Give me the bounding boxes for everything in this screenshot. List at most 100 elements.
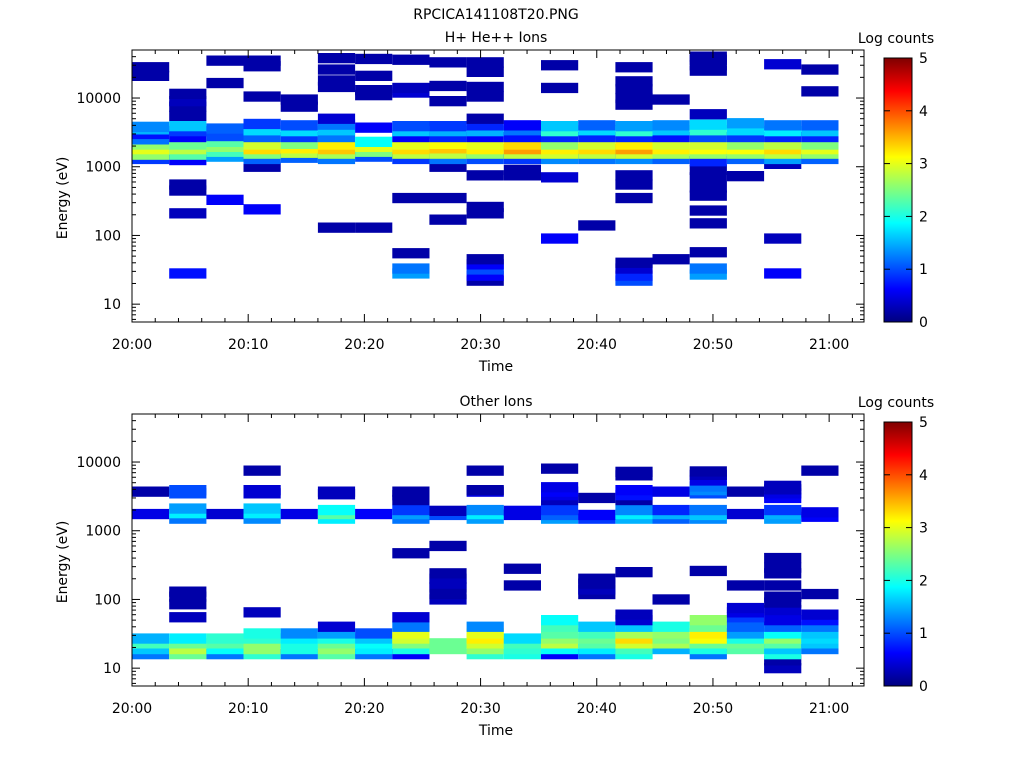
heatmap-cell [317, 621, 356, 632]
heatmap-cell [132, 643, 170, 655]
heatmap-cell [429, 638, 467, 649]
heatmap-cell [764, 504, 802, 516]
heatmap-cell [317, 222, 356, 233]
heatmap-cell [503, 505, 541, 516]
heatmap-cell [466, 628, 504, 639]
heatmap-cell [503, 139, 541, 150]
heatmap-cell [317, 153, 356, 165]
heatmap-cell [764, 663, 802, 674]
heatmap-cell [169, 586, 207, 597]
heatmap-cell [392, 82, 430, 94]
heatmap-cell [578, 573, 616, 584]
heatmap-cell [466, 126, 504, 137]
heatmap-cell [392, 263, 430, 274]
heatmap-cell [764, 153, 802, 165]
heatmap-cell [801, 139, 839, 150]
heatmap-cell [243, 503, 281, 514]
heatmap-cell [317, 486, 356, 497]
heatmap-cell [132, 62, 170, 73]
colorbar-1 [883, 57, 913, 323]
heatmap-cell [429, 588, 467, 600]
heatmap-cell [429, 57, 467, 68]
heatmap-cell [615, 270, 653, 281]
colorbar-tick-label: 3 [919, 157, 928, 173]
heatmap-cell [764, 628, 802, 639]
heatmap-cell [652, 120, 690, 131]
heatmap-cell [615, 504, 653, 516]
x-tick-label: 20:00 [112, 701, 152, 717]
heatmap-cell [429, 505, 467, 516]
heatmap-cell [429, 214, 467, 225]
heatmap-cell [243, 61, 281, 72]
heatmap-cell [726, 171, 765, 182]
heatmap-cell [652, 131, 690, 143]
heatmap-cell [764, 126, 802, 137]
heatmap-cell [169, 110, 207, 121]
y-axis-ticks-1: 10 100 1000 10000 [76, 49, 864, 320]
heatmap-cell [243, 125, 281, 136]
heatmap-cell [280, 138, 318, 149]
colorbar-2 [883, 421, 913, 687]
heatmap-cell [429, 96, 467, 107]
heatmap-cell [466, 57, 504, 68]
heatmap-cell [615, 615, 653, 626]
heatmap-cell [429, 121, 467, 132]
heatmap-cell [392, 192, 430, 204]
heatmap-cell [317, 504, 356, 516]
heatmap-cell [429, 161, 467, 172]
heatmap-cell [169, 643, 207, 655]
heatmap-cell [615, 263, 653, 274]
heatmap-cell [652, 94, 690, 105]
y-tick-label: 10000 [76, 455, 121, 471]
heatmap-cell [652, 628, 690, 639]
heatmap-cell [726, 643, 765, 655]
heatmap-cell [541, 643, 579, 655]
heatmap-cell [132, 508, 170, 520]
heatmap-cell [355, 222, 393, 233]
heatmap-cell [169, 139, 207, 150]
heatmap-cell [541, 131, 579, 143]
heatmap-cell [541, 233, 579, 244]
heatmap-cell [764, 621, 802, 632]
heatmap-cell [429, 153, 467, 165]
heatmap-cell [466, 504, 504, 516]
y-tick-label: 10000 [76, 91, 121, 107]
heatmap-cell [243, 513, 281, 524]
heatmap-cell [615, 466, 653, 477]
heatmap-cell [726, 628, 765, 639]
heatmap-cell [466, 170, 504, 181]
heatmap-cell [280, 508, 318, 520]
heatmap-cell [317, 139, 356, 150]
heatmap-cell [689, 247, 727, 258]
heatmap-cell [578, 153, 616, 165]
heatmap-cell [317, 75, 356, 86]
heatmap-cell [689, 269, 727, 280]
x-axis-label-1: Time [478, 359, 513, 375]
heatmap-cell [466, 66, 504, 77]
heatmap-cell [429, 192, 467, 204]
heatmap-cell [132, 633, 170, 644]
x-tick-label: 20:30 [460, 701, 500, 717]
heatmap-cell [541, 153, 579, 165]
heatmap-cell [392, 621, 430, 632]
heatmap-cell [689, 190, 727, 201]
heatmap-cell [615, 131, 653, 143]
heatmap-cell [392, 131, 430, 143]
heatmap-cell [652, 594, 690, 605]
y-tick-label: 10 [103, 297, 121, 313]
heatmap-cell [689, 565, 727, 577]
x-axis-label-2: Time [478, 723, 513, 739]
colorbar-tick-label: 0 [919, 315, 928, 331]
heatmap-cell [466, 621, 504, 632]
heatmap-cell [615, 139, 653, 150]
y-tick-label: 100 [94, 592, 121, 608]
heatmap-cell [726, 153, 765, 165]
colorbar-tick-label: 2 [919, 573, 928, 589]
heatmap-cell [541, 82, 579, 94]
heatmap-cell [764, 643, 802, 655]
heatmap-cell [503, 643, 541, 655]
heatmap-cell [689, 481, 727, 492]
heatmap-cell [317, 53, 356, 64]
heatmap-cell [169, 101, 207, 112]
